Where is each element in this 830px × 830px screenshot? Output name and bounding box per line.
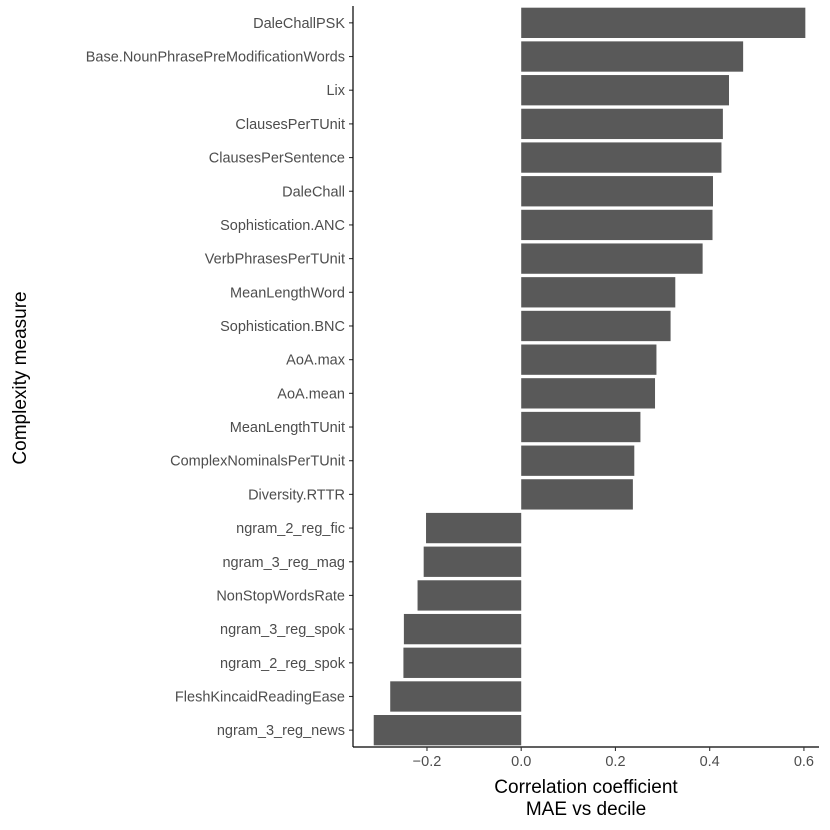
y-tick-label: MeanLengthWord bbox=[230, 285, 345, 301]
y-axis-title: Complexity measure bbox=[10, 291, 31, 464]
bar bbox=[521, 479, 633, 510]
bar bbox=[521, 209, 713, 241]
y-tick-label: ngram_3_reg_news bbox=[217, 723, 345, 739]
bar bbox=[426, 512, 522, 544]
bar bbox=[521, 344, 657, 375]
y-tick-label: NonStopWordsRate bbox=[216, 588, 345, 604]
y-tick-label: Diversity.RTTR bbox=[248, 487, 345, 503]
y-axis: DaleChallPSK Base.NounPhrasePreModificati… bbox=[86, 6, 354, 747]
x-axis-title-line-2: MAE vs decile bbox=[526, 799, 646, 820]
y-tick-label: DaleChallPSK bbox=[253, 16, 345, 32]
bar bbox=[521, 310, 671, 342]
y-tick-label: ClausesPerSentence bbox=[209, 151, 345, 167]
y-tick-label: ClausesPerTUnit bbox=[235, 117, 345, 133]
bar bbox=[521, 378, 656, 409]
bar bbox=[403, 647, 522, 678]
x-tick-label: −0.2 bbox=[413, 754, 442, 770]
x-tick-label: 0.0 bbox=[511, 754, 531, 770]
bar bbox=[423, 546, 522, 577]
bar bbox=[521, 75, 730, 106]
y-tick-label: Base.NounPhrasePreModificationWords bbox=[86, 50, 345, 66]
bar bbox=[521, 445, 635, 476]
bar bbox=[390, 681, 522, 712]
bar bbox=[521, 176, 713, 207]
y-tick-label: MeanLengthTUnit bbox=[230, 420, 345, 436]
y-tick-label: Sophistication.ANC bbox=[220, 218, 345, 234]
bar bbox=[521, 411, 641, 443]
y-tick-label: AoA.mean bbox=[277, 386, 345, 402]
x-tick-label: 0.4 bbox=[700, 754, 720, 770]
x-tick-label: 0.2 bbox=[605, 754, 625, 770]
x-axis-title-line-1: Correlation coefficient bbox=[494, 777, 678, 798]
y-tick-label: ngram_2_reg_spok bbox=[220, 656, 346, 672]
bar bbox=[373, 715, 522, 746]
y-tick-label: FleshKincaidReadingEase bbox=[175, 689, 345, 705]
bar bbox=[521, 243, 703, 274]
bar bbox=[417, 580, 522, 611]
x-tick-label: 0.6 bbox=[794, 754, 814, 770]
bar bbox=[521, 277, 676, 308]
bar bbox=[521, 142, 722, 173]
bar bbox=[521, 7, 806, 38]
y-tick-label: ngram_3_reg_mag bbox=[222, 555, 345, 571]
x-axis: −0.2 0.0 0.2 0.4 0.6 bbox=[353, 746, 819, 770]
bars-group bbox=[373, 7, 806, 746]
y-tick-label: AoA.max bbox=[286, 353, 346, 369]
y-tick-label: ngram_3_reg_spok bbox=[220, 622, 346, 638]
y-tick-label: Sophistication.BNC bbox=[220, 319, 345, 335]
y-tick-label: ComplexNominalsPerTUnit bbox=[170, 454, 345, 470]
y-tick-label: VerbPhrasesPerTUnit bbox=[205, 252, 345, 268]
bar bbox=[521, 108, 723, 140]
bar bbox=[403, 613, 522, 645]
y-tick-label: Lix bbox=[326, 83, 345, 99]
bar bbox=[521, 41, 744, 72]
y-tick-label: DaleChall bbox=[282, 184, 345, 200]
y-tick-label: ngram_2_reg_fic bbox=[236, 521, 345, 537]
